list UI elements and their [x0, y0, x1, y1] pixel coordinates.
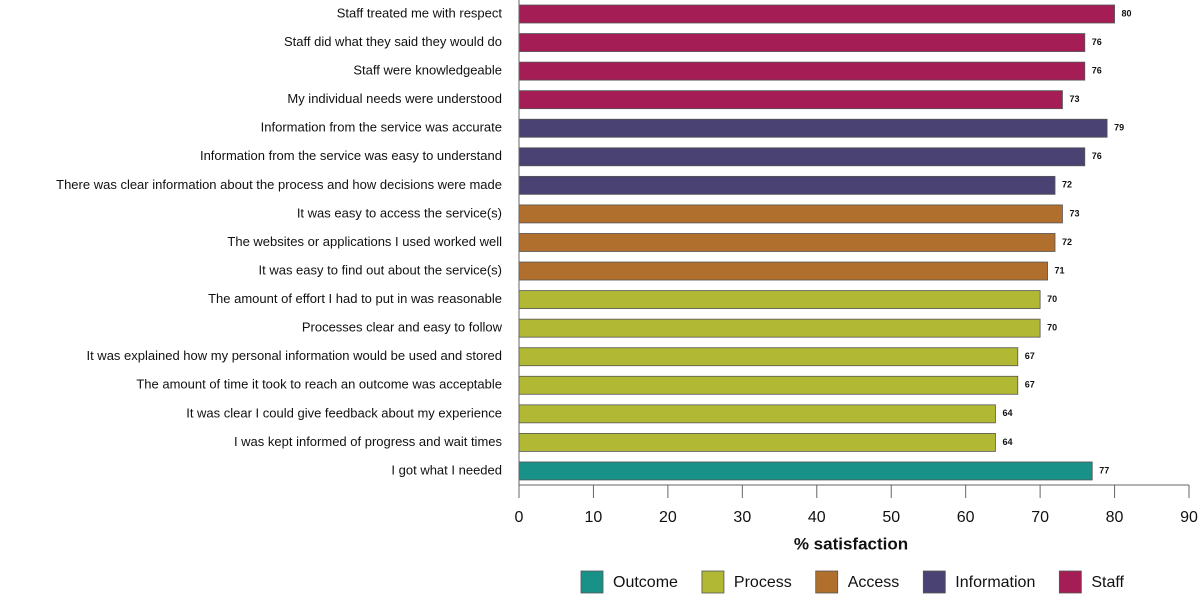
- legend-swatch: [815, 570, 839, 594]
- value-label: 79: [1114, 123, 1124, 133]
- y-tick-label: Staff were knowledgeable: [353, 63, 502, 78]
- bar: [518, 261, 1048, 281]
- y-tick-label: I was kept informed of progress and wait…: [234, 434, 503, 449]
- x-tick-label: 10: [585, 509, 603, 526]
- x-tick-label: 30: [733, 509, 751, 526]
- value-label: 77: [1099, 465, 1109, 475]
- bar: [518, 118, 1108, 138]
- bar: [518, 175, 1056, 195]
- value-label: 76: [1092, 37, 1102, 47]
- value-label: 67: [1025, 351, 1035, 361]
- legend-label: Outcome: [613, 574, 678, 591]
- x-tick-label: 70: [1031, 509, 1049, 526]
- y-tick-label: Staff treated me with respect: [337, 5, 503, 20]
- value-label: 72: [1062, 180, 1072, 190]
- legend-label: Information: [955, 574, 1035, 591]
- y-tick-label: It was easy to find out about the servic…: [258, 262, 502, 277]
- x-tick-label: 80: [1106, 509, 1124, 526]
- value-label: 73: [1069, 208, 1079, 218]
- bar: [518, 432, 996, 452]
- value-label: 73: [1069, 94, 1079, 104]
- y-tick-label: Information from the service was accurat…: [261, 120, 502, 135]
- y-tick-label: I got what I needed: [391, 462, 502, 477]
- bar: [518, 204, 1063, 224]
- value-label: 80: [1122, 8, 1132, 18]
- x-tick-label: 50: [882, 509, 900, 526]
- bar: [518, 233, 1056, 252]
- bar: [518, 375, 1019, 395]
- bar: [518, 461, 1093, 481]
- value-label: 67: [1025, 380, 1035, 390]
- legend-swatch: [580, 570, 604, 594]
- legend-label: Access: [848, 574, 900, 591]
- value-label: 71: [1055, 265, 1065, 275]
- bar: [518, 4, 1115, 24]
- value-label: 70: [1047, 323, 1057, 333]
- y-tick-label: Staff did what they said they would do: [284, 34, 502, 49]
- x-tick-label: 40: [808, 509, 826, 526]
- value-label: 72: [1062, 237, 1072, 247]
- y-tick-label: The amount of time it took to reach an o…: [136, 377, 502, 392]
- legend-swatch: [701, 570, 725, 594]
- y-tick-label: It was easy to access the service(s): [297, 205, 502, 220]
- y-tick-label: Processes clear and easy to follow: [302, 320, 503, 335]
- y-tick-label: The amount of effort I had to put in was…: [208, 291, 502, 306]
- y-tick-label: The websites or applications I used work…: [227, 234, 502, 249]
- value-label: 64: [1002, 408, 1012, 418]
- bar: [518, 33, 1086, 52]
- legend-label: Process: [734, 574, 792, 591]
- x-tick-label: 20: [659, 509, 677, 526]
- bar: [518, 61, 1086, 81]
- x-axis-label: % satisfaction: [794, 534, 908, 553]
- x-tick-label: 90: [1180, 509, 1198, 526]
- bar: [518, 290, 1041, 310]
- bar: [518, 404, 996, 424]
- bar: [518, 318, 1041, 338]
- bar: [518, 347, 1019, 367]
- bar: [518, 147, 1086, 167]
- bar: [518, 90, 1063, 110]
- legend-swatch: [922, 570, 946, 594]
- value-label: 70: [1047, 294, 1057, 304]
- value-label: 64: [1002, 437, 1012, 447]
- y-tick-label: Information from the service was easy to…: [200, 148, 502, 163]
- y-tick-label: My individual needs were understood: [287, 91, 502, 106]
- y-tick-label: It was clear I could give feedback about…: [186, 405, 502, 420]
- value-label: 76: [1092, 151, 1102, 161]
- y-tick-label: It was explained how my personal informa…: [86, 348, 502, 363]
- value-label: 76: [1092, 65, 1102, 75]
- x-tick-label: 0: [515, 509, 524, 526]
- x-tick-label: 60: [957, 509, 975, 526]
- y-tick-label: There was clear information about the pr…: [56, 177, 502, 192]
- legend-label: Staff: [1091, 574, 1124, 591]
- legend-swatch: [1058, 570, 1082, 594]
